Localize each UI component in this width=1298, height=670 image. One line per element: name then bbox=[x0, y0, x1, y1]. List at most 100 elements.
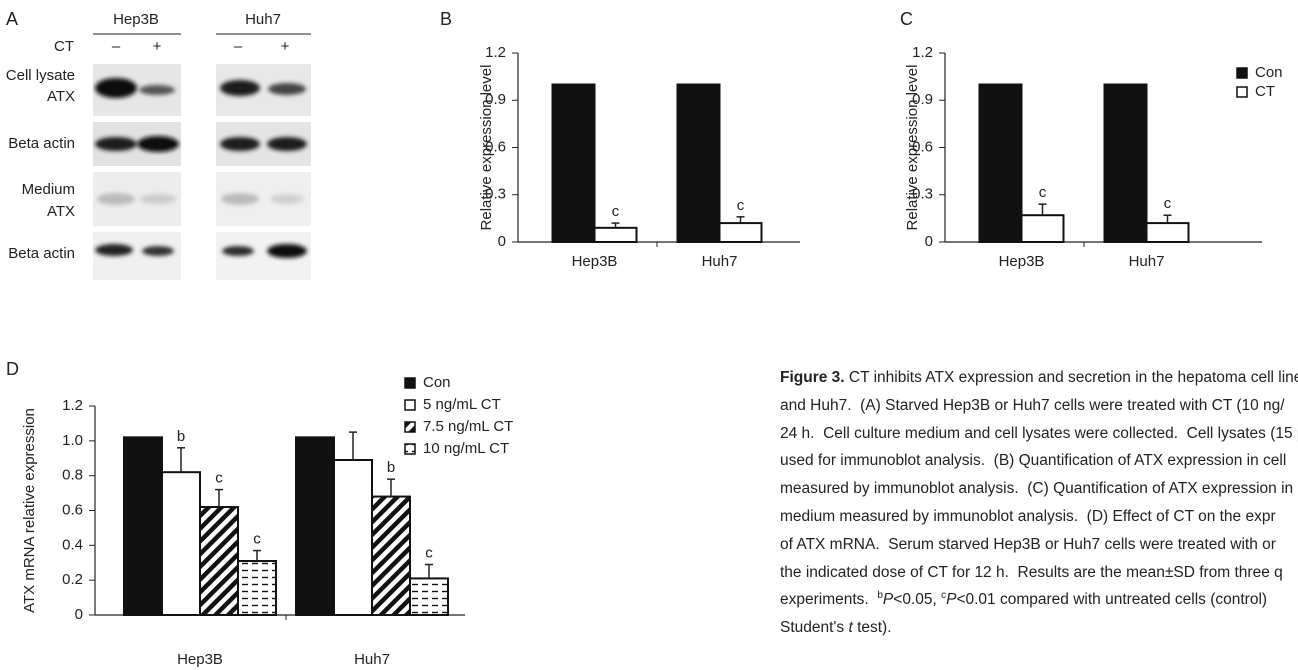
bar bbox=[296, 437, 334, 615]
row-label: Cell lysate bbox=[6, 67, 75, 84]
significance-label: c bbox=[253, 531, 261, 548]
legend-swatch bbox=[405, 378, 415, 388]
caption-text: the indicated dose of CT for 12 h. Resul… bbox=[780, 564, 1283, 581]
caption-text: P bbox=[883, 591, 893, 608]
significance-label: c bbox=[612, 203, 620, 220]
legend-swatch bbox=[1237, 87, 1247, 97]
significance-label: b bbox=[177, 428, 185, 445]
significance-label: c bbox=[737, 197, 745, 214]
y-tick-label: 0.9 bbox=[912, 91, 933, 108]
bar bbox=[410, 578, 448, 615]
row-label: ATX bbox=[47, 203, 75, 220]
bar bbox=[678, 85, 720, 243]
treatment-label: CT bbox=[54, 38, 74, 55]
legend-label: CT bbox=[1255, 83, 1275, 100]
bar bbox=[720, 223, 762, 242]
legend-swatch bbox=[405, 422, 415, 432]
bar bbox=[1105, 85, 1147, 243]
y-tick-label: 0.3 bbox=[485, 186, 506, 203]
bar bbox=[238, 561, 276, 615]
x-tick-label: Hep3B bbox=[999, 253, 1045, 270]
bar bbox=[1147, 223, 1189, 242]
y-tick-label: 1.2 bbox=[485, 44, 506, 61]
group-label: Hep3B bbox=[113, 11, 159, 28]
caption-text: medium measured by immunoblot analysis. … bbox=[780, 508, 1276, 525]
legend-label: Con bbox=[1255, 64, 1283, 81]
bar bbox=[980, 85, 1022, 243]
bar bbox=[1022, 215, 1064, 242]
treatment-sign: – bbox=[234, 38, 243, 55]
row-label: Medium bbox=[22, 181, 75, 198]
group-label: Huh7 bbox=[245, 11, 281, 28]
legend-label: 5 ng/mL CT bbox=[423, 396, 501, 413]
panel-label: B bbox=[440, 9, 452, 29]
y-tick-label: 0.8 bbox=[62, 467, 83, 484]
caption-text: Student's bbox=[780, 619, 848, 636]
caption-line: of ATX mRNA. Serum starved Hep3B or Huh7… bbox=[780, 531, 1298, 559]
bar bbox=[162, 472, 200, 615]
bar bbox=[372, 497, 410, 615]
y-tick-label: 0 bbox=[925, 233, 933, 250]
caption-line: 24 h. Cell culture medium and cell lysat… bbox=[780, 420, 1298, 448]
legend-swatch bbox=[405, 444, 415, 454]
panel-label: A bbox=[6, 9, 18, 29]
treatment-sign: – bbox=[112, 38, 121, 55]
x-tick-label: Huh7 bbox=[354, 651, 390, 668]
significance-label: c bbox=[425, 544, 433, 561]
caption-text: used for immunoblot analysis. (B) Quanti… bbox=[780, 452, 1286, 469]
blot-images bbox=[93, 64, 311, 280]
legend-label: 7.5 ng/mL CT bbox=[423, 418, 513, 435]
caption-line: used for immunoblot analysis. (B) Quanti… bbox=[780, 447, 1298, 475]
y-tick-label: 1.2 bbox=[912, 44, 933, 61]
caption-text: of ATX mRNA. Serum starved Hep3B or Huh7… bbox=[780, 536, 1276, 553]
y-tick-label: 0.6 bbox=[912, 138, 933, 155]
legend-label: 10 ng/mL CT bbox=[423, 440, 509, 457]
caption-text: test). bbox=[853, 619, 892, 636]
y-tick-label: 0.9 bbox=[485, 91, 506, 108]
treatment-sign: + bbox=[281, 38, 290, 55]
x-tick-label: Huh7 bbox=[702, 253, 738, 270]
caption-text: CT inhibits ATX expression and secretion… bbox=[845, 369, 1298, 386]
blot-panel: A Hep3B Huh7 CT – + – + Cell lysate ATX … bbox=[6, 9, 311, 280]
significance-label: b bbox=[387, 459, 395, 476]
y-tick-label: 1.2 bbox=[62, 397, 83, 414]
caption-line: Student's t test). bbox=[780, 614, 1298, 642]
caption-line: Figure 3. CT inhibits ATX expression and… bbox=[780, 364, 1298, 392]
caption-line: the indicated dose of CT for 12 h. Resul… bbox=[780, 559, 1298, 587]
significance-label: c bbox=[1164, 195, 1172, 212]
caption-line: measured by immunoblot analysis. (C) Qua… bbox=[780, 475, 1298, 503]
bar bbox=[334, 460, 372, 615]
y-tick-label: 0.6 bbox=[62, 501, 83, 518]
panel-label: C bbox=[900, 9, 913, 29]
y-tick-label: 0.3 bbox=[912, 186, 933, 203]
caption-line: medium measured by immunoblot analysis. … bbox=[780, 503, 1298, 531]
figure-caption: Figure 3. CT inhibits ATX expression and… bbox=[780, 364, 1298, 642]
significance-label: c bbox=[215, 470, 223, 487]
legend-swatch bbox=[405, 400, 415, 410]
caption-text: measured by immunoblot analysis. (C) Qua… bbox=[780, 480, 1293, 497]
treatment-sign: + bbox=[153, 38, 162, 55]
panel-label: D bbox=[6, 359, 19, 379]
x-tick-label: Huh7 bbox=[1129, 253, 1165, 270]
caption-line: experiments. bP<0.05, cP<0.01 compared w… bbox=[780, 586, 1298, 614]
bar bbox=[595, 228, 637, 242]
caption-text: <0.05, bbox=[893, 591, 941, 608]
y-tick-label: 1.0 bbox=[62, 432, 83, 449]
caption-text: and Huh7. (A) Starved Hep3B or Huh7 cell… bbox=[780, 397, 1285, 414]
x-tick-label: Hep3B bbox=[572, 253, 618, 270]
x-tick-label: Hep3B bbox=[177, 651, 223, 668]
bar bbox=[553, 85, 595, 243]
row-label: ATX bbox=[47, 88, 75, 105]
y-tick-label: 0 bbox=[498, 233, 506, 250]
y-tick-label: 0.2 bbox=[62, 571, 83, 588]
y-tick-label: 0.6 bbox=[485, 138, 506, 155]
caption-text: 24 h. Cell culture medium and cell lysat… bbox=[780, 425, 1298, 442]
bar bbox=[124, 437, 162, 615]
caption-text: Figure 3. bbox=[780, 369, 845, 386]
y-axis-label: ATX mRNA relative expression bbox=[21, 408, 38, 613]
caption-line: and Huh7. (A) Starved Hep3B or Huh7 cell… bbox=[780, 392, 1298, 420]
y-tick-label: 0.4 bbox=[62, 536, 83, 553]
legend-swatch bbox=[1237, 68, 1247, 78]
caption-text: P bbox=[946, 591, 956, 608]
row-label: Beta actin bbox=[8, 135, 75, 152]
